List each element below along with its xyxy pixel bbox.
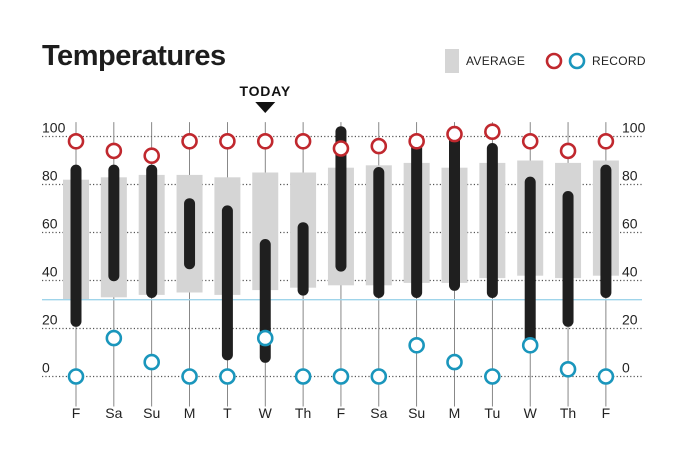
day-label: W	[259, 405, 273, 421]
record-high-circle	[67, 133, 85, 150]
x-axis-labels: F Sa Su M T W Th F Sa Su M Tu W Th F	[72, 405, 610, 421]
record-high-circle	[256, 133, 274, 150]
day-label: M	[184, 405, 196, 421]
record-high-circle	[294, 133, 312, 150]
day-label: Su	[408, 405, 425, 421]
day-label: Sa	[370, 405, 387, 421]
legend-record-low-icon	[568, 52, 586, 70]
day-label: Tu	[484, 405, 500, 421]
y-tick-label-right: 80	[622, 168, 638, 184]
record-high-circle	[484, 123, 501, 140]
y-tick-label-left: 20	[42, 312, 58, 328]
day-label: Th	[560, 405, 576, 421]
day-label: T	[223, 405, 232, 421]
y-tick-label-left: 60	[42, 216, 58, 232]
y-tick-label-left: 80	[42, 168, 58, 184]
day-label: M	[449, 405, 461, 421]
record-high-circle	[105, 142, 123, 160]
record-low-circle	[256, 329, 274, 347]
record-low-circle	[105, 329, 123, 347]
today-marker: TODAY	[240, 83, 291, 113]
day-label: F	[337, 405, 346, 421]
record-high-circle	[446, 125, 463, 143]
record-low-circle	[294, 368, 312, 385]
record-low-circle	[408, 336, 425, 354]
y-tick-label-right: 100	[622, 120, 646, 136]
day-label: Su	[143, 405, 160, 421]
y-tick-label-right: 0	[622, 360, 630, 376]
day-label: W	[524, 405, 538, 421]
legend: AVERAGE RECORD	[445, 49, 646, 73]
record-high-circle	[332, 140, 350, 157]
y-axis-labels: 0 0 20 20 40 40 60 60 80 80 100 100	[42, 120, 646, 376]
y-tick-label-left: 0	[42, 360, 50, 376]
record-low-circle	[332, 368, 350, 385]
record-high-circle	[597, 133, 615, 150]
y-tick-label-left: 100	[42, 120, 66, 136]
record-low-circle	[219, 368, 236, 385]
legend-average-swatch	[445, 49, 459, 73]
actual-bars	[70, 126, 612, 363]
record-high-circle	[143, 147, 160, 164]
record-low-circle	[559, 360, 577, 378]
chart-title: Temperatures	[42, 40, 226, 72]
record-low-circle	[521, 336, 539, 354]
record-high-circle	[370, 137, 388, 155]
record-high-circle	[521, 133, 539, 150]
y-tick-label-right: 40	[622, 264, 638, 280]
day-label: F	[72, 405, 81, 421]
legend-average-label: AVERAGE	[466, 54, 525, 68]
record-low-circle	[597, 368, 615, 385]
y-tick-label-right: 60	[622, 216, 638, 232]
record-high-circle	[559, 142, 577, 160]
day-label: Sa	[105, 405, 122, 421]
record-high-circle	[181, 133, 198, 150]
day-label: F	[602, 405, 611, 421]
day-label: Th	[295, 405, 311, 421]
record-high-circle	[408, 133, 425, 150]
record-low-circle	[181, 368, 198, 385]
record-low-circle	[143, 353, 160, 371]
legend-record-label: RECORD	[592, 54, 646, 68]
legend-record-high-icon	[545, 52, 563, 70]
record-high-circle	[219, 133, 236, 150]
y-tick-label-left: 40	[42, 264, 58, 280]
record-low-circle	[484, 368, 501, 385]
y-tick-label-right: 20	[622, 312, 638, 328]
record-circles	[67, 123, 615, 385]
today-label: TODAY	[240, 83, 291, 99]
record-low-circle	[446, 353, 463, 371]
record-low-circle	[67, 368, 85, 385]
record-low-circle	[370, 368, 388, 385]
today-arrow-icon	[255, 102, 276, 113]
